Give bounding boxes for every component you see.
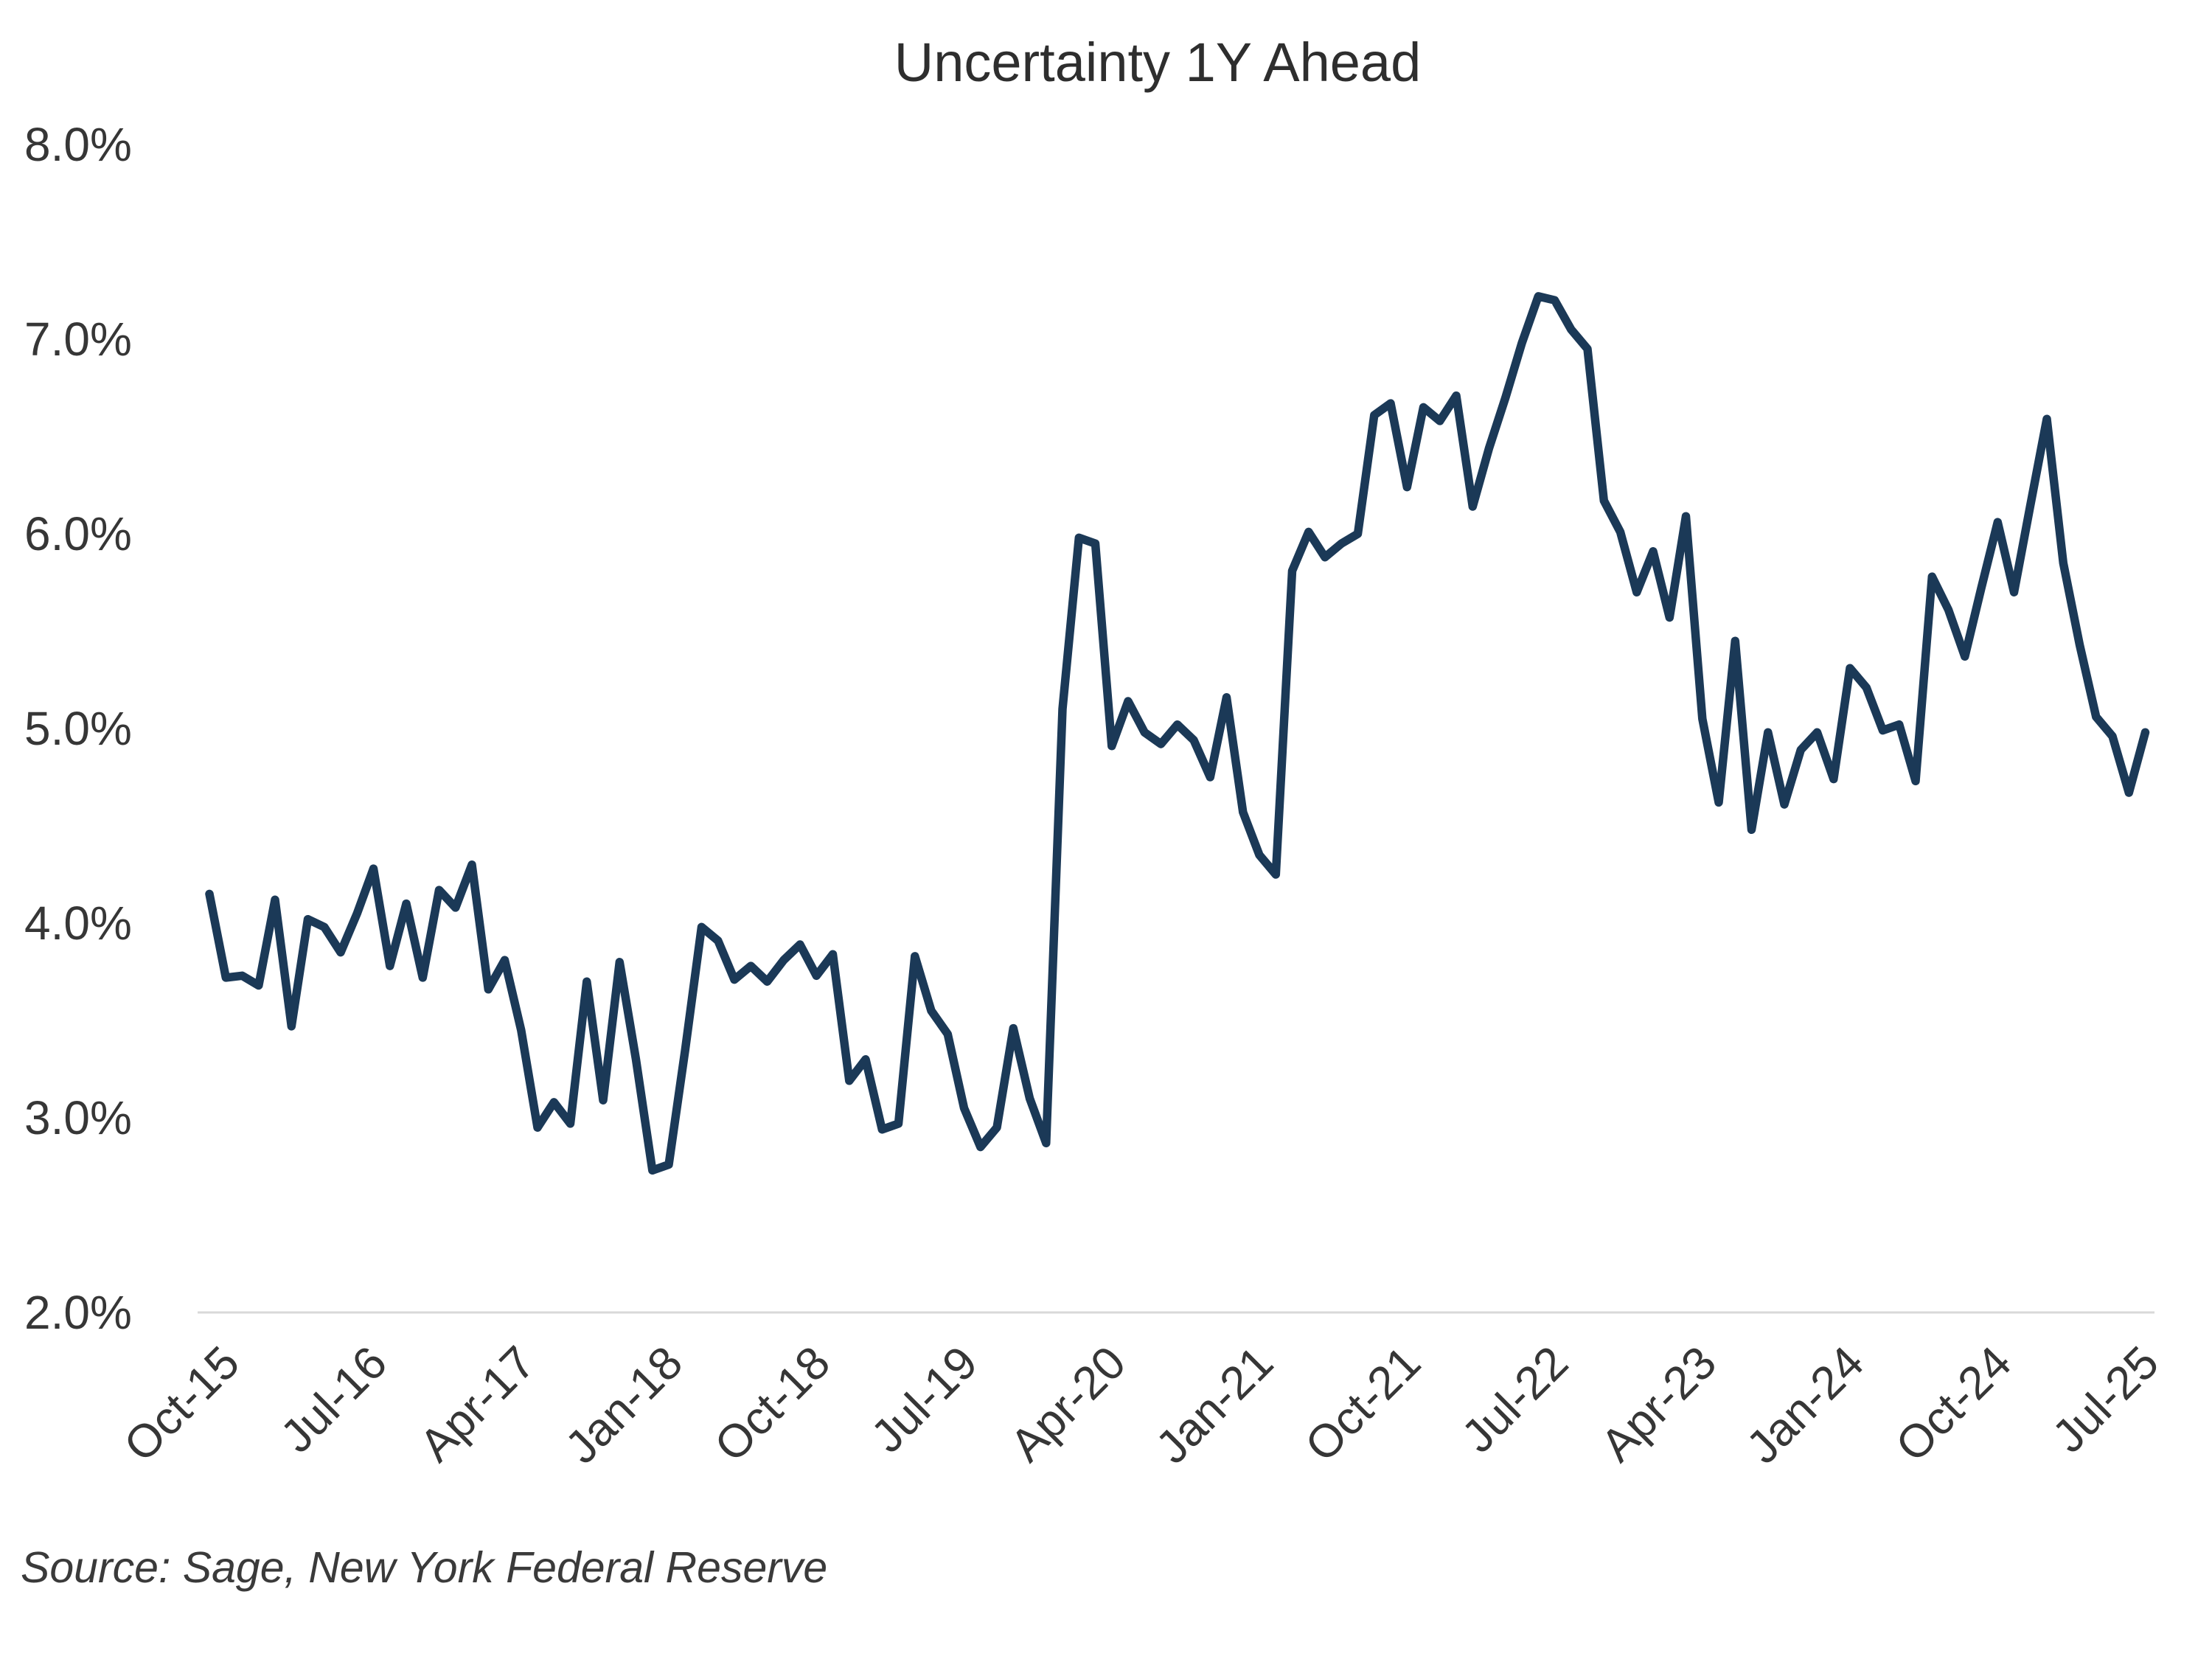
y-tick-label: 5.0% (24, 702, 132, 755)
y-tick-label: 7.0% (24, 313, 132, 366)
y-tick-label: 4.0% (24, 897, 132, 950)
source-note: Source: Sage, New York Federal Reserve (21, 1543, 828, 1592)
y-tick-label: 2.0% (24, 1286, 132, 1339)
y-tick-label: 3.0% (24, 1091, 132, 1144)
y-tick-label: 6.0% (24, 507, 132, 560)
uncertainty-line (205, 292, 2150, 1175)
chart-title: Uncertainty 1Y Ahead (894, 32, 1422, 93)
y-tick-label: 8.0% (24, 118, 132, 171)
